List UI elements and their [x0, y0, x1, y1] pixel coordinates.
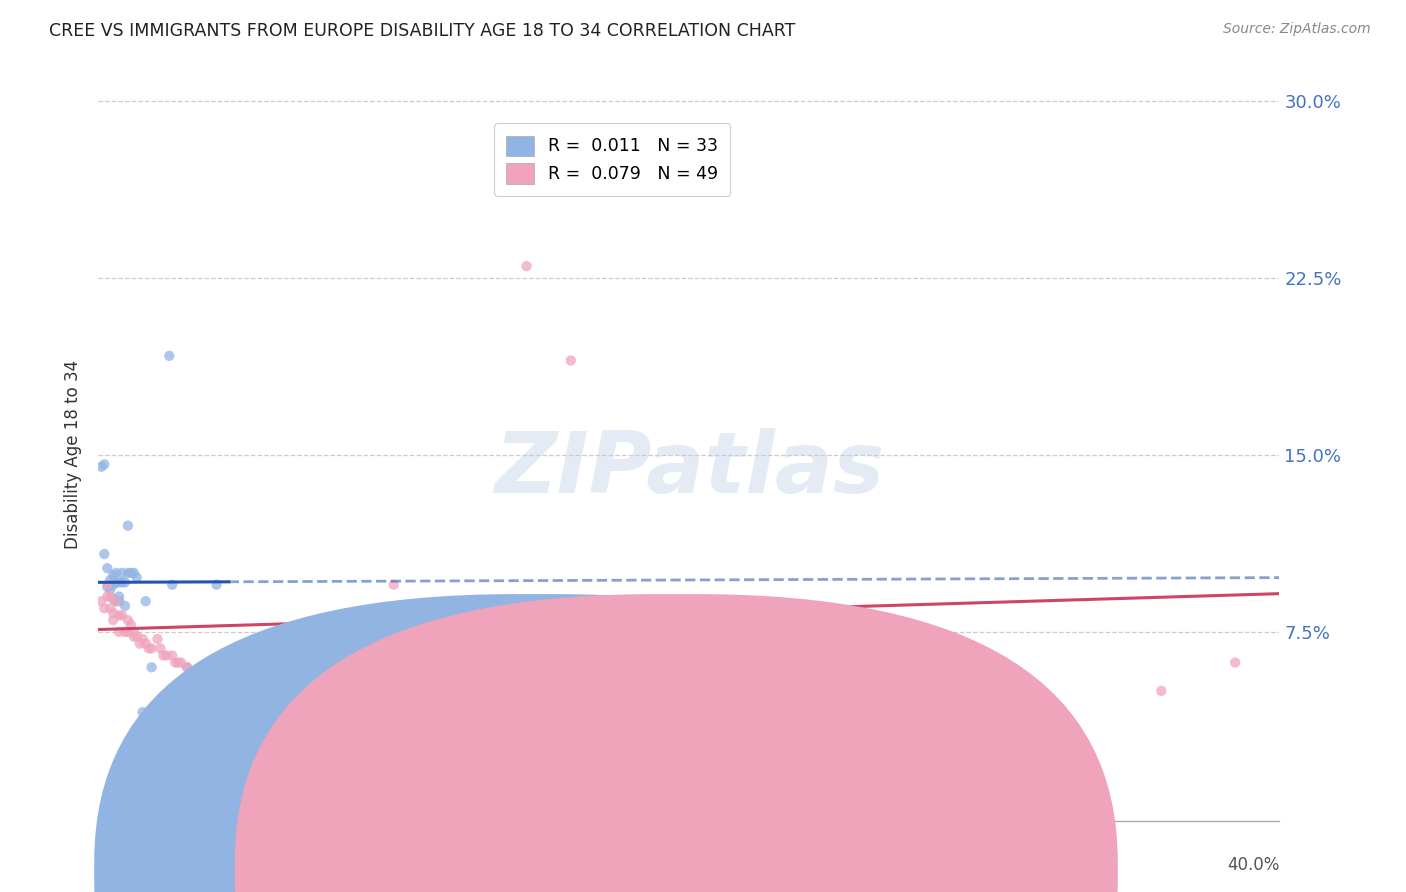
Text: 0.0%: 0.0%	[98, 856, 141, 874]
Point	[114, 599, 136, 613]
Point	[138, 641, 160, 656]
Point	[141, 641, 163, 656]
Point	[103, 613, 125, 627]
Point	[205, 577, 228, 591]
Point	[162, 648, 183, 663]
Text: ZIPatlas: ZIPatlas	[494, 428, 884, 511]
Point	[103, 591, 125, 606]
Legend: R =  0.011   N = 33, R =  0.079   N = 49: R = 0.011 N = 33, R = 0.079 N = 49	[494, 123, 730, 195]
Point	[162, 577, 183, 591]
Point	[157, 349, 180, 363]
Point	[441, 601, 464, 615]
Point	[93, 458, 115, 472]
Point	[108, 608, 131, 623]
Point	[103, 577, 125, 591]
Point	[108, 594, 131, 608]
Point	[117, 518, 139, 533]
Point	[135, 594, 157, 608]
Point	[105, 594, 128, 608]
Point	[122, 624, 145, 639]
Point	[90, 459, 112, 474]
Point	[560, 353, 582, 368]
Point	[105, 566, 128, 580]
Point	[515, 259, 537, 273]
Point	[619, 660, 641, 674]
Point	[165, 656, 187, 670]
Point	[108, 624, 131, 639]
Y-axis label: Disability Age 18 to 34: Disability Age 18 to 34	[65, 360, 83, 549]
Point	[105, 575, 128, 590]
Point	[132, 705, 155, 719]
Point	[108, 590, 131, 604]
Point	[176, 660, 198, 674]
Text: 40.0%: 40.0%	[1227, 856, 1279, 874]
Point	[152, 648, 174, 663]
Point	[120, 566, 142, 580]
Point	[120, 617, 142, 632]
Point	[111, 575, 134, 590]
Point	[128, 637, 150, 651]
Point	[105, 594, 128, 608]
Point	[125, 571, 148, 585]
Point	[90, 594, 112, 608]
Point	[382, 577, 405, 591]
Point	[176, 660, 198, 674]
Point	[122, 566, 145, 580]
Point	[914, 679, 936, 693]
Point	[103, 568, 125, 582]
Point	[93, 547, 115, 561]
Point	[179, 665, 201, 679]
Point	[135, 637, 157, 651]
Point	[111, 608, 134, 623]
Text: Source: ZipAtlas.com: Source: ZipAtlas.com	[1223, 22, 1371, 37]
Point	[122, 630, 145, 644]
Point	[149, 641, 172, 656]
Point	[96, 561, 118, 575]
Point	[170, 656, 193, 670]
Point	[132, 712, 155, 726]
Text: Cree: Cree	[562, 863, 600, 880]
Point	[108, 575, 131, 590]
Point	[103, 606, 125, 620]
Point	[141, 660, 163, 674]
Point	[114, 575, 136, 590]
Point	[117, 566, 139, 580]
Point	[98, 590, 121, 604]
Point	[181, 665, 204, 679]
Text: CREE VS IMMIGRANTS FROM EUROPE DISABILITY AGE 18 TO 34 CORRELATION CHART: CREE VS IMMIGRANTS FROM EUROPE DISABILIT…	[49, 22, 796, 40]
Point	[96, 577, 118, 591]
Point	[1150, 684, 1173, 698]
Point	[125, 630, 148, 644]
Point	[117, 624, 139, 639]
Point	[167, 656, 190, 670]
Point	[146, 632, 169, 646]
Point	[98, 601, 121, 615]
Point	[111, 566, 134, 580]
Point	[191, 672, 214, 686]
Point	[117, 613, 139, 627]
Point	[96, 590, 118, 604]
Point	[98, 582, 121, 597]
Point	[737, 656, 759, 670]
Point	[93, 601, 115, 615]
Point	[96, 580, 118, 594]
Point	[98, 573, 121, 587]
Point	[1223, 656, 1246, 670]
Point	[810, 648, 832, 663]
Point	[678, 624, 700, 639]
Point	[132, 632, 155, 646]
Point	[1017, 707, 1039, 722]
Point	[155, 648, 177, 663]
Text: Immigrants from Europe: Immigrants from Europe	[703, 863, 905, 880]
Point	[200, 684, 222, 698]
Point	[114, 624, 136, 639]
